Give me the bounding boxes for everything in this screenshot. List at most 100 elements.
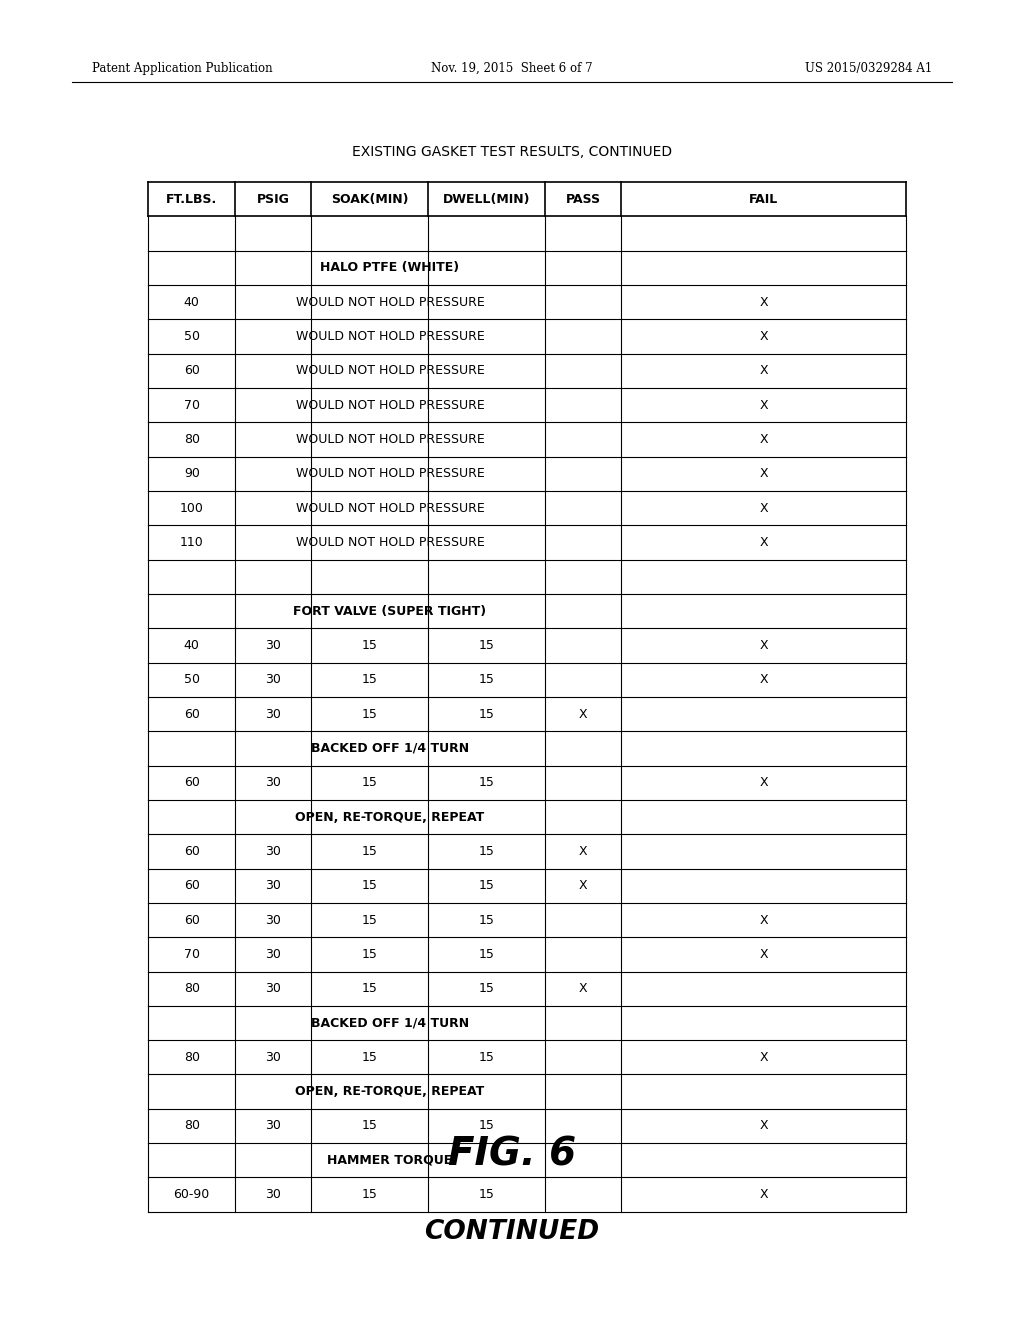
- Text: HAMMER TORQUE: HAMMER TORQUE: [328, 1154, 453, 1167]
- Text: 15: 15: [479, 879, 495, 892]
- Text: X: X: [760, 502, 768, 515]
- Text: 15: 15: [479, 639, 495, 652]
- Text: BACKED OFF 1/4 TURN: BACKED OFF 1/4 TURN: [311, 1016, 469, 1030]
- Text: X: X: [760, 948, 768, 961]
- Text: SOAK(MIN): SOAK(MIN): [331, 193, 409, 206]
- Text: 15: 15: [361, 879, 378, 892]
- Text: 80: 80: [183, 1051, 200, 1064]
- Text: Nov. 19, 2015  Sheet 6 of 7: Nov. 19, 2015 Sheet 6 of 7: [431, 62, 593, 75]
- Text: DWELL(MIN): DWELL(MIN): [443, 193, 530, 206]
- Text: WOULD NOT HOLD PRESSURE: WOULD NOT HOLD PRESSURE: [296, 502, 484, 515]
- Text: 40: 40: [183, 639, 200, 652]
- Text: 60: 60: [183, 776, 200, 789]
- Text: 40: 40: [183, 296, 200, 309]
- Text: FT.LBS.: FT.LBS.: [166, 193, 217, 206]
- Text: 15: 15: [361, 845, 378, 858]
- Text: EXISTING GASKET TEST RESULTS, CONTINUED: EXISTING GASKET TEST RESULTS, CONTINUED: [352, 145, 672, 158]
- Text: WOULD NOT HOLD PRESSURE: WOULD NOT HOLD PRESSURE: [296, 536, 484, 549]
- Text: 15: 15: [479, 1188, 495, 1201]
- Text: 15: 15: [361, 1188, 378, 1201]
- Text: 15: 15: [361, 639, 378, 652]
- Text: WOULD NOT HOLD PRESSURE: WOULD NOT HOLD PRESSURE: [296, 433, 484, 446]
- Text: 15: 15: [361, 1119, 378, 1133]
- Text: X: X: [760, 399, 768, 412]
- Text: 15: 15: [361, 673, 378, 686]
- Text: OPEN, RE-TORQUE, REPEAT: OPEN, RE-TORQUE, REPEAT: [295, 810, 484, 824]
- Text: X: X: [760, 1051, 768, 1064]
- Text: OPEN, RE-TORQUE, REPEAT: OPEN, RE-TORQUE, REPEAT: [295, 1085, 484, 1098]
- Text: FAIL: FAIL: [750, 193, 778, 206]
- Text: 15: 15: [479, 1051, 495, 1064]
- Text: X: X: [760, 776, 768, 789]
- Text: 50: 50: [183, 673, 200, 686]
- Text: 15: 15: [361, 708, 378, 721]
- Text: X: X: [579, 708, 588, 721]
- Text: X: X: [760, 296, 768, 309]
- Text: X: X: [760, 364, 768, 378]
- Text: 60: 60: [183, 708, 200, 721]
- Text: 50: 50: [183, 330, 200, 343]
- Text: 60: 60: [183, 879, 200, 892]
- Text: X: X: [760, 913, 768, 927]
- Text: 30: 30: [265, 913, 281, 927]
- Text: 60: 60: [183, 913, 200, 927]
- Text: X: X: [579, 982, 588, 995]
- Text: 15: 15: [479, 982, 495, 995]
- Text: 15: 15: [361, 1051, 378, 1064]
- Text: 80: 80: [183, 982, 200, 995]
- Text: 30: 30: [265, 845, 281, 858]
- Text: CONTINUED: CONTINUED: [424, 1218, 600, 1245]
- Text: 70: 70: [183, 399, 200, 412]
- Text: 30: 30: [265, 776, 281, 789]
- Text: X: X: [579, 845, 588, 858]
- Text: 30: 30: [265, 708, 281, 721]
- Text: 30: 30: [265, 1051, 281, 1064]
- Text: X: X: [760, 639, 768, 652]
- Text: FORT VALVE (SUPER TIGHT): FORT VALVE (SUPER TIGHT): [294, 605, 486, 618]
- Text: 15: 15: [479, 1119, 495, 1133]
- Text: X: X: [579, 879, 588, 892]
- Text: PSIG: PSIG: [257, 193, 290, 206]
- Text: WOULD NOT HOLD PRESSURE: WOULD NOT HOLD PRESSURE: [296, 364, 484, 378]
- Text: 30: 30: [265, 1188, 281, 1201]
- Text: 15: 15: [361, 982, 378, 995]
- Text: WOULD NOT HOLD PRESSURE: WOULD NOT HOLD PRESSURE: [296, 330, 484, 343]
- Text: 15: 15: [479, 776, 495, 789]
- Text: 15: 15: [479, 845, 495, 858]
- Text: 30: 30: [265, 948, 281, 961]
- Text: X: X: [760, 536, 768, 549]
- Text: WOULD NOT HOLD PRESSURE: WOULD NOT HOLD PRESSURE: [296, 296, 484, 309]
- Text: 15: 15: [479, 948, 495, 961]
- Text: 15: 15: [479, 673, 495, 686]
- Text: X: X: [760, 1119, 768, 1133]
- Text: 80: 80: [183, 1119, 200, 1133]
- Text: 80: 80: [183, 433, 200, 446]
- Text: 30: 30: [265, 639, 281, 652]
- Text: 15: 15: [361, 776, 378, 789]
- Text: PASS: PASS: [565, 193, 601, 206]
- Text: WOULD NOT HOLD PRESSURE: WOULD NOT HOLD PRESSURE: [296, 399, 484, 412]
- Text: 60-90: 60-90: [174, 1188, 210, 1201]
- Text: X: X: [760, 330, 768, 343]
- Text: 100: 100: [180, 502, 204, 515]
- Text: 60: 60: [183, 845, 200, 858]
- Text: WOULD NOT HOLD PRESSURE: WOULD NOT HOLD PRESSURE: [296, 467, 484, 480]
- Text: 15: 15: [479, 708, 495, 721]
- Text: Patent Application Publication: Patent Application Publication: [92, 62, 272, 75]
- Text: FIG. 6: FIG. 6: [447, 1137, 577, 1173]
- Text: HALO PTFE (WHITE): HALO PTFE (WHITE): [321, 261, 460, 275]
- Text: X: X: [760, 433, 768, 446]
- Text: 90: 90: [183, 467, 200, 480]
- Text: 70: 70: [183, 948, 200, 961]
- Text: 30: 30: [265, 879, 281, 892]
- Text: X: X: [760, 467, 768, 480]
- Text: X: X: [760, 673, 768, 686]
- Text: 15: 15: [479, 913, 495, 927]
- Text: 30: 30: [265, 982, 281, 995]
- Text: 60: 60: [183, 364, 200, 378]
- Text: 15: 15: [361, 913, 378, 927]
- Text: 110: 110: [180, 536, 204, 549]
- Text: X: X: [760, 1188, 768, 1201]
- Text: US 2015/0329284 A1: US 2015/0329284 A1: [805, 62, 932, 75]
- Text: 30: 30: [265, 673, 281, 686]
